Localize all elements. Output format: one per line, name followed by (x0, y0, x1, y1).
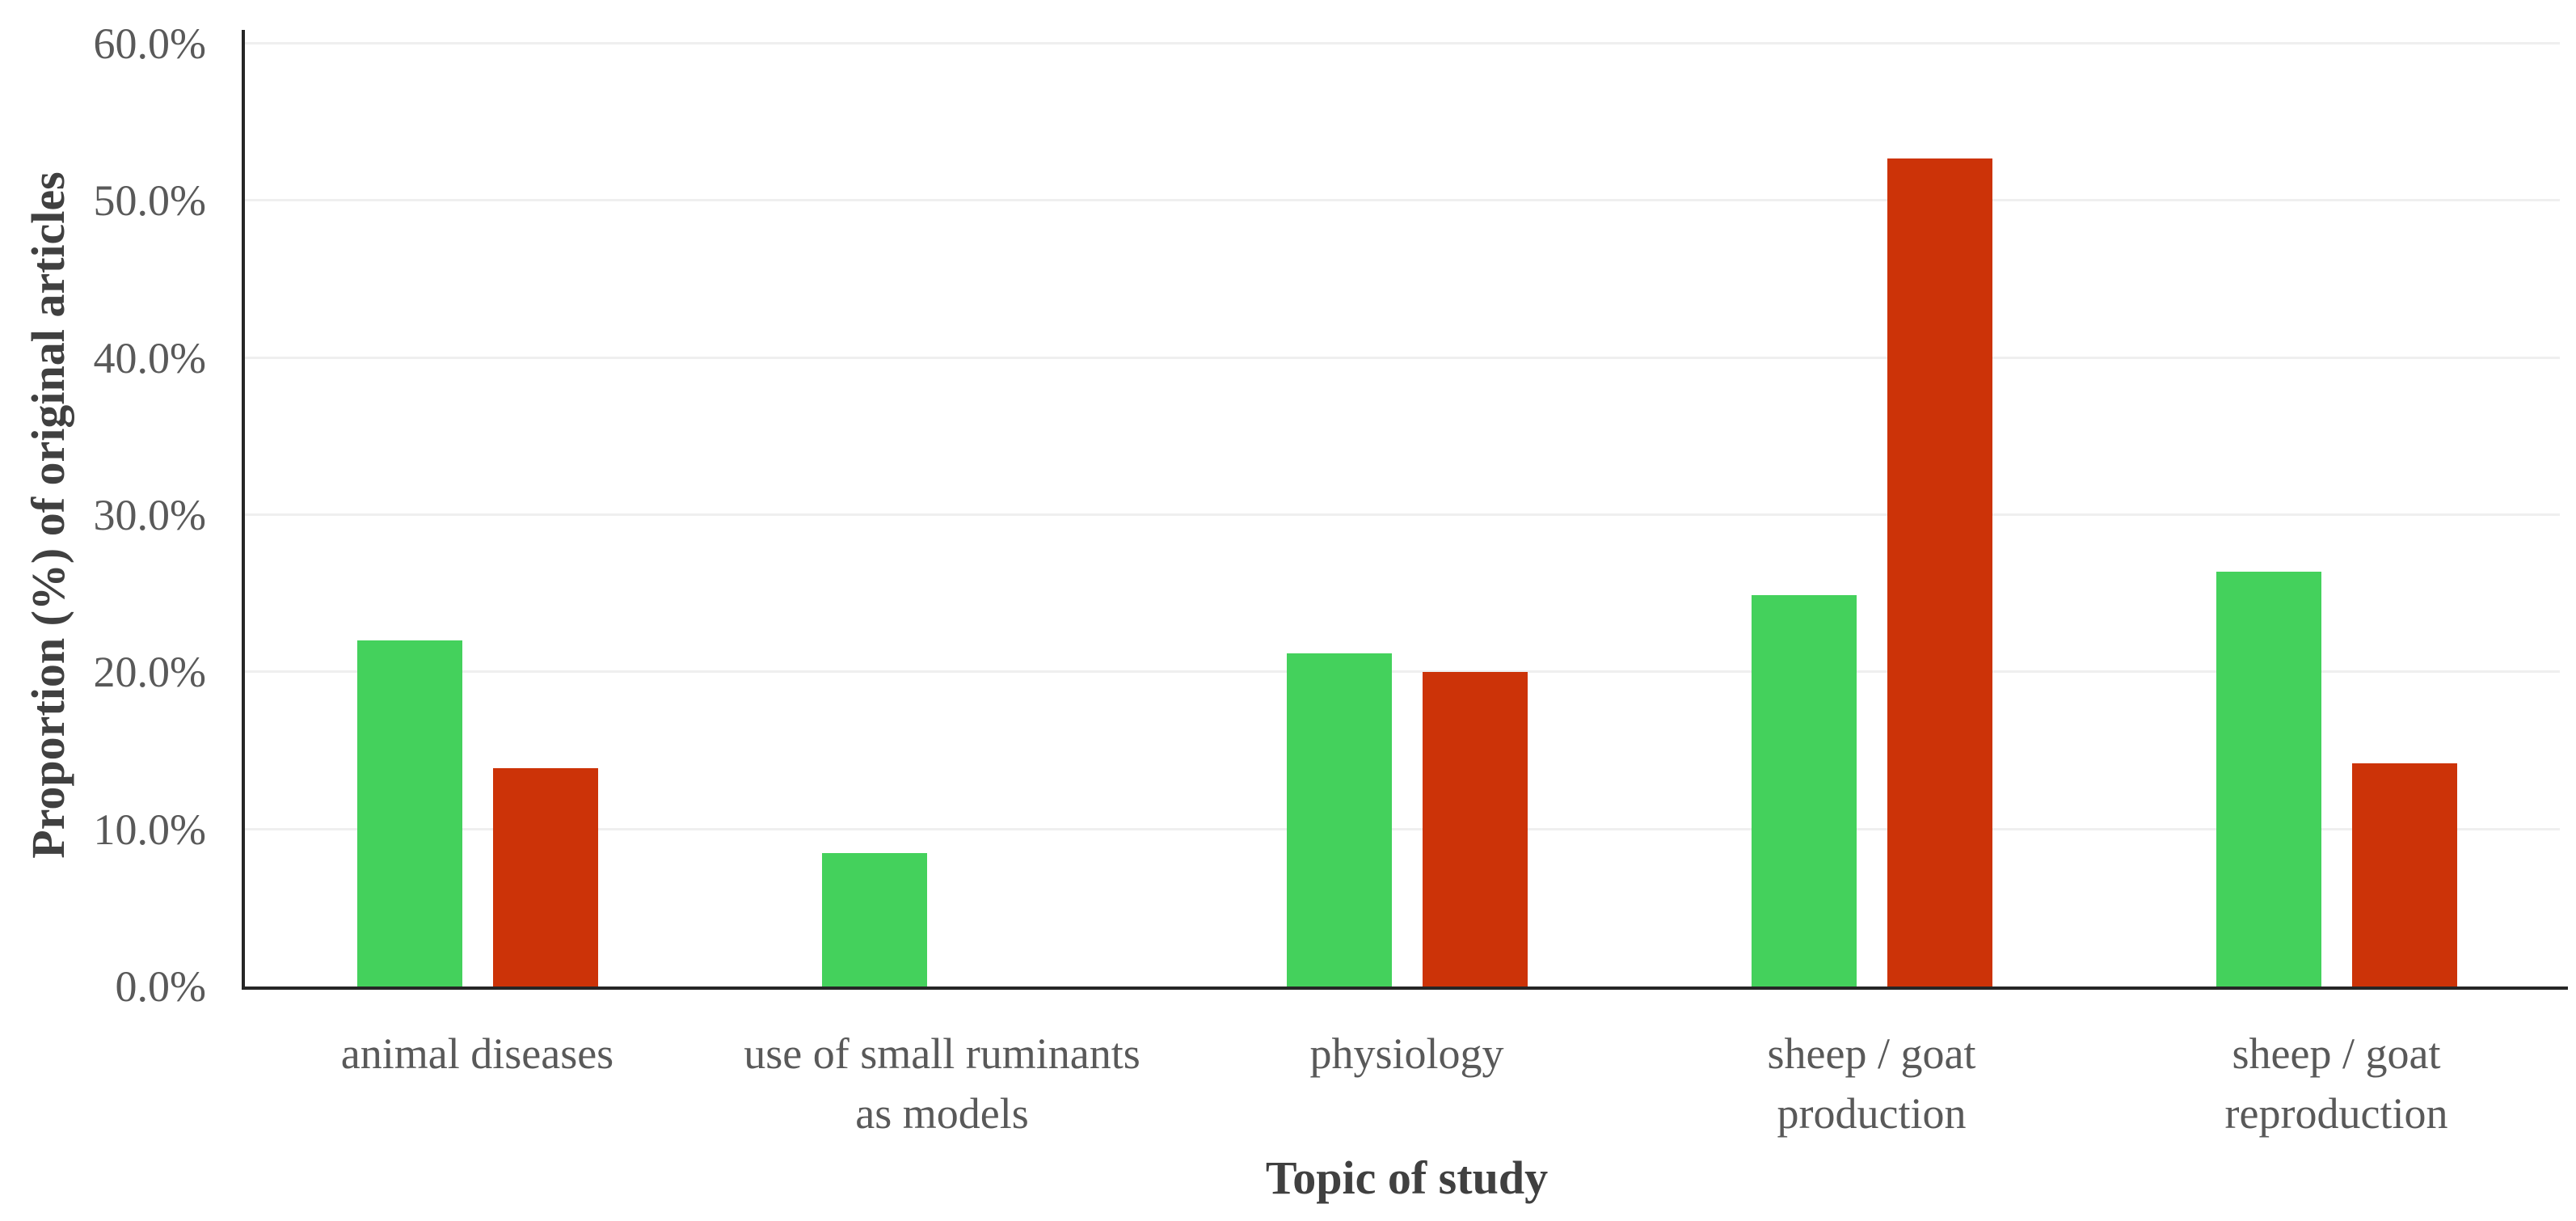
plot-area: 0.0% 10.0% 20.0% 30.0% 40.0% 50.0% 60.0% anima… (94, 22, 2569, 1138)
gridline-40 (245, 356, 2560, 359)
x-category-label-physiology: physiology (1174, 1024, 1639, 1143)
y-tick-label-20: 20.0% (93, 648, 206, 697)
y-tick-label-0: 0.0% (115, 962, 206, 1011)
x-category-label-small-ruminants-as-models: use of small ruminants as models (710, 1024, 1174, 1143)
y-axis-line (242, 30, 245, 987)
label-line: production (1777, 1089, 1967, 1138)
gridline-50 (245, 199, 2560, 202)
label-line: as models (855, 1089, 1029, 1138)
gridline-60 (245, 42, 2560, 44)
x-axis-line (242, 987, 2568, 990)
x-category-label-sheep-goat-reproduction: sheep / goat reproduction (2104, 1024, 2569, 1143)
category-group-physiology (1174, 44, 1639, 987)
label-line: reproduction (2224, 1089, 2448, 1138)
category-group-animal-diseases (245, 44, 710, 987)
gridline-20 (245, 670, 2560, 674)
category-group-sheep-goat-reproduction (2104, 44, 2569, 987)
label-line: animal diseases (340, 1029, 614, 1078)
bar-red-series-physiology (1422, 672, 1528, 987)
bar-green-series-sheep-goat-production (1751, 595, 1857, 987)
category-group-sheep-goat-production (1639, 44, 2104, 987)
bar-green-series-animal-diseases (356, 640, 462, 987)
y-tick-label-40: 40.0% (93, 333, 206, 382)
bars-layer (245, 44, 2569, 987)
bar-green-series-small-ruminants-as-models (821, 852, 927, 987)
y-axis-title: Proportion (%) of original articles (22, 171, 74, 859)
x-category-labels: animal diseases use of small ruminants as … (245, 1024, 2569, 1143)
y-tick-label-50: 50.0% (93, 176, 206, 226)
y-tick-label-10: 10.0% (93, 805, 206, 854)
x-category-label-animal-diseases: animal diseases (245, 1024, 710, 1143)
label-line: sheep / goat (1767, 1029, 1976, 1078)
bar-red-series-animal-diseases (492, 767, 598, 987)
label-line: physiology (1309, 1029, 1504, 1078)
bar-green-series-physiology (1286, 653, 1392, 987)
label-line: sheep / goat (2232, 1029, 2441, 1078)
x-axis-title: Topic of study (1265, 1151, 1549, 1204)
bar-green-series-sheep-goat-reproduction (2216, 571, 2321, 987)
bar-red-series-sheep-goat-reproduction (2351, 763, 2457, 987)
category-group-small-ruminants-as-models (710, 44, 1174, 987)
label-line: use of small ruminants (744, 1029, 1140, 1078)
x-category-label-sheep-goat-production: sheep / goat production (1639, 1024, 2104, 1143)
y-tick-label-60: 60.0% (93, 19, 206, 68)
gridline-10 (245, 827, 2560, 830)
bar-red-series-sheep-goat-production (1887, 158, 1992, 987)
y-tick-label-30: 30.0% (93, 491, 206, 539)
gridline-30 (245, 513, 2560, 516)
